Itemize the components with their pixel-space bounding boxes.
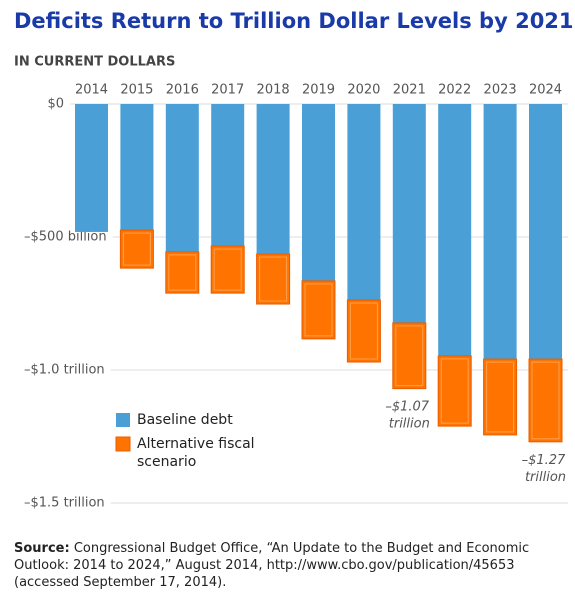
- bar-segment-inner: [440, 358, 469, 424]
- x-tick-label: 2020: [347, 83, 380, 98]
- bar-segment: [528, 358, 563, 443]
- chart: Deficits Return to Trillion Dollar Level…: [14, 9, 574, 511]
- legend-label: Alternative fiscal scenario: [137, 436, 259, 470]
- y-tick-label: –$500 billion: [24, 230, 107, 245]
- chart-title: Deficits Return to Trillion Dollar Level…: [14, 9, 574, 33]
- bar-segment: [211, 104, 245, 247]
- source: Source: Congressional Budget Office, “An…: [14, 540, 564, 591]
- bar-segment: [301, 280, 336, 340]
- bar-segment-inner: [395, 325, 424, 387]
- x-tick-label: 2014: [75, 83, 108, 98]
- bar-segment-inner: [486, 361, 515, 433]
- bar-segment: [392, 104, 426, 323]
- bar-segment: [483, 358, 518, 436]
- bar-segment-inner: [122, 232, 151, 266]
- chart-subtitle: IN CURRENT DOLLARS: [14, 55, 175, 70]
- y-tick-label: $0: [47, 97, 64, 112]
- bar-segment: [210, 245, 245, 294]
- bar-segment: [165, 251, 200, 294]
- legend-label: Baseline debt: [137, 412, 233, 428]
- bar-segment-inner: [349, 302, 378, 360]
- bar-segment-inner: [304, 283, 333, 337]
- bar-segment: [165, 104, 199, 252]
- x-tick-label: 2021: [393, 83, 426, 98]
- legend-swatch: [116, 413, 130, 427]
- x-tick-label: 2023: [484, 83, 517, 98]
- annotation: –$1.07 trillion: [385, 399, 433, 431]
- y-tick-label: –$1.5 trillion: [24, 496, 105, 511]
- x-tick-label: 2018: [257, 83, 290, 98]
- bar-segment: [119, 229, 154, 269]
- bar-segment: [437, 355, 472, 427]
- source-text: Congressional Budget Office, “An Update …: [14, 541, 530, 590]
- bar-segment-inner: [168, 254, 197, 291]
- bar-segment-inner: [213, 248, 242, 291]
- bar-segment: [256, 253, 291, 305]
- bar-segment: [256, 104, 290, 255]
- annotation: –$1.27 trillion: [522, 452, 570, 484]
- bar-segment: [302, 104, 335, 281]
- x-tick-label: 2019: [302, 83, 335, 98]
- bar-segment: [438, 104, 472, 356]
- bar-segment-inner: [259, 256, 288, 302]
- bar-segment: [392, 322, 427, 390]
- bar-segment: [483, 104, 517, 360]
- x-tick-label: 2022: [438, 83, 471, 98]
- bar-segment: [346, 299, 381, 363]
- y-tick-label: –$1.0 trillion: [24, 363, 105, 378]
- x-tick-label: 2017: [211, 83, 244, 98]
- bar-segment: [347, 104, 381, 301]
- legend-swatch: [115, 436, 131, 452]
- x-tick-label: 2015: [120, 83, 153, 98]
- x-tick-label: 2016: [166, 83, 199, 98]
- bar-segment: [75, 104, 108, 232]
- bar-segment: [529, 104, 562, 360]
- x-tick-label: 2024: [529, 83, 562, 98]
- bar-segment-inner: [531, 361, 560, 440]
- source-label: Source:: [14, 541, 70, 556]
- bar-segment: [120, 104, 154, 231]
